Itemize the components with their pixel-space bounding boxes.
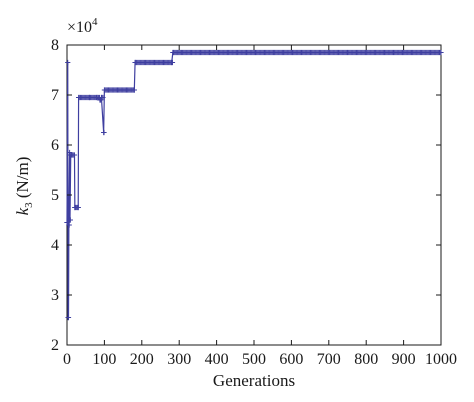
x-tick-label: 700 [317, 351, 341, 368]
x-tick-label: 900 [392, 351, 416, 368]
marker-plus [86, 94, 93, 101]
x-tick-label: 200 [130, 351, 154, 368]
x-tick-label: 800 [354, 351, 378, 368]
y-tick-label: 7 [51, 87, 59, 104]
series-markers [64, 49, 444, 321]
y-axis: 2 3 4 5 6 7 8 [51, 37, 441, 354]
marker-plus [71, 152, 78, 158]
marker-plus [131, 87, 137, 93]
marker-plus [66, 222, 72, 228]
marker-plus [75, 94, 82, 101]
marker-plus [65, 59, 71, 66]
x-tick-label: 600 [279, 351, 303, 368]
marker-plus [94, 94, 100, 101]
marker-plus [98, 94, 105, 101]
y-tick-label: 4 [51, 237, 59, 254]
x-tick-label: 500 [242, 351, 266, 368]
x-tick-label: 400 [205, 351, 229, 368]
x-tick-label: 100 [92, 351, 116, 368]
marker-plus [67, 149, 73, 156]
marker-plus [438, 49, 444, 56]
y-tick-label: 8 [51, 37, 59, 54]
marker-plus [170, 49, 176, 56]
x-tick-label: 300 [167, 351, 191, 368]
x-axis-label: Generations [213, 371, 295, 390]
x-tick-label: 0 [63, 351, 71, 368]
marker-plus [67, 217, 73, 223]
x-tick-label: 1000 [425, 351, 457, 368]
plot-area [64, 44, 444, 346]
marker-plus [101, 87, 107, 93]
y-tick-label: 6 [51, 137, 59, 154]
y-axis-multiplier: ×104 [67, 16, 98, 36]
marker-plus [101, 129, 107, 136]
marker-plus [65, 314, 72, 321]
x-axis: 0 100 200 300 400 500 600 700 800 900 1000 [63, 45, 457, 368]
y-tick-label: 3 [51, 287, 59, 304]
marker-plus [169, 59, 175, 66]
y-axis-label: k3 (N/m) [13, 157, 35, 216]
y-tick-label: 5 [51, 187, 59, 204]
marker-plus [75, 204, 81, 211]
marker-plus [132, 59, 138, 66]
y-tick-label: 2 [51, 337, 59, 354]
